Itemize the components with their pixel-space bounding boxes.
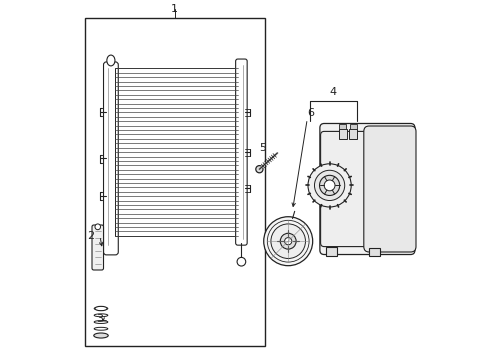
Ellipse shape — [94, 320, 108, 323]
FancyBboxPatch shape — [236, 59, 247, 245]
Bar — [85, 18, 265, 346]
Text: 6: 6 — [307, 108, 315, 118]
Circle shape — [285, 238, 292, 245]
Bar — [339, 124, 346, 129]
Bar — [326, 247, 337, 256]
FancyBboxPatch shape — [320, 123, 415, 255]
Bar — [350, 124, 357, 129]
Ellipse shape — [94, 333, 108, 338]
Circle shape — [256, 166, 263, 173]
Text: 1: 1 — [172, 4, 178, 14]
Text: 4: 4 — [330, 87, 337, 97]
Circle shape — [308, 164, 351, 207]
Text: 5: 5 — [260, 143, 267, 153]
FancyBboxPatch shape — [92, 225, 103, 270]
Bar — [116, 68, 238, 236]
Ellipse shape — [95, 306, 107, 311]
Ellipse shape — [94, 327, 108, 330]
Ellipse shape — [94, 314, 108, 317]
FancyBboxPatch shape — [364, 126, 416, 252]
Ellipse shape — [94, 307, 108, 310]
Text: 3: 3 — [96, 314, 103, 324]
Circle shape — [315, 170, 345, 201]
Ellipse shape — [94, 334, 108, 337]
Circle shape — [280, 233, 296, 249]
Text: 2: 2 — [87, 231, 95, 241]
Circle shape — [324, 180, 335, 191]
Bar — [339, 129, 346, 139]
Circle shape — [319, 175, 340, 195]
Bar — [369, 248, 380, 256]
Circle shape — [264, 217, 313, 266]
Circle shape — [271, 224, 305, 258]
FancyBboxPatch shape — [320, 131, 378, 247]
Bar — [349, 129, 357, 139]
FancyBboxPatch shape — [103, 62, 118, 255]
Ellipse shape — [95, 224, 100, 230]
Ellipse shape — [107, 55, 115, 66]
